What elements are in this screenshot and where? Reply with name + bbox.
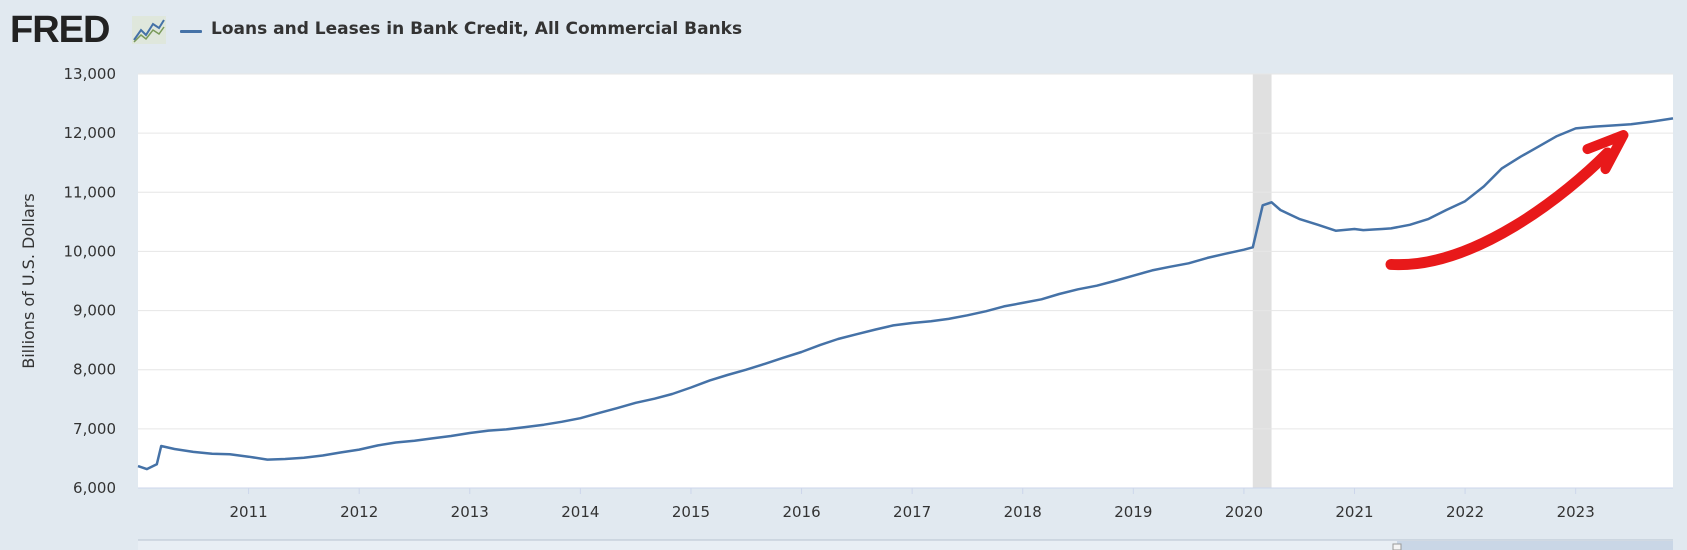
range-navigator[interactable]: [138, 539, 1673, 550]
fred-logo[interactable]: FRED: [10, 9, 110, 51]
x-tick-label: 2023: [1557, 503, 1595, 521]
x-axis-ticks: 2011 2012 2013 2014 2015 2016 2017 2018 2019 2020…: [138, 487, 1673, 521]
recession-band-0: [1252, 74, 1272, 488]
legend-line-marker: [180, 30, 202, 33]
y-tick-label: 13,000: [64, 65, 117, 83]
x-tick-label: 2016: [782, 503, 820, 521]
y-tick-label: 10,000: [64, 242, 117, 260]
plot-area: [138, 74, 1673, 488]
y-axis-label: Billions of U.S. Dollars: [19, 193, 38, 368]
range-left-handle[interactable]: [1392, 543, 1402, 550]
y-tick-label: 11,000: [64, 183, 117, 201]
y-tick-label: 8,000: [73, 361, 116, 379]
x-tick-label: 2020: [1225, 503, 1263, 521]
x-tick-label: 2011: [229, 503, 267, 521]
series-line-0[interactable]: [137, 117, 1674, 471]
recession-shading-layer: [1252, 74, 1272, 488]
legend-series-title[interactable]: Loans and Leases in Bank Credit, All Com…: [211, 19, 743, 39]
series-layer: [137, 117, 1674, 471]
annotation-layer: [1385, 130, 1629, 271]
x-tick-label: 2021: [1335, 503, 1373, 521]
y-tick-label: 6,000: [73, 479, 116, 497]
y-tick-label: 12,000: [64, 124, 117, 142]
x-tick-label: 2015: [672, 503, 710, 521]
x-tick-label: 2017: [893, 503, 931, 521]
annotation-arrow-head: [1582, 130, 1629, 175]
y-tick-label: 7,000: [73, 420, 116, 438]
fred-graph-icon: [132, 16, 166, 44]
y-axis-ticks: 6,000 7,000 8,000 9,000 10,000 11,000 12,000 13…: [64, 65, 117, 497]
annotation-arrow-shaft: [1385, 147, 1613, 271]
x-tick-label: 2018: [1004, 503, 1042, 521]
x-tick-label: 2019: [1114, 503, 1152, 521]
y-tick-label: 9,000: [73, 302, 116, 320]
x-tick-label: 2014: [561, 503, 599, 521]
x-tick-label: 2022: [1446, 503, 1484, 521]
range-selector-window[interactable]: [1397, 541, 1673, 550]
chart-header: FRED Loans and Leases in Bank Credit, Al…: [0, 0, 1687, 70]
x-tick-label: 2012: [340, 503, 378, 521]
x-tick-label: 2013: [451, 503, 489, 521]
